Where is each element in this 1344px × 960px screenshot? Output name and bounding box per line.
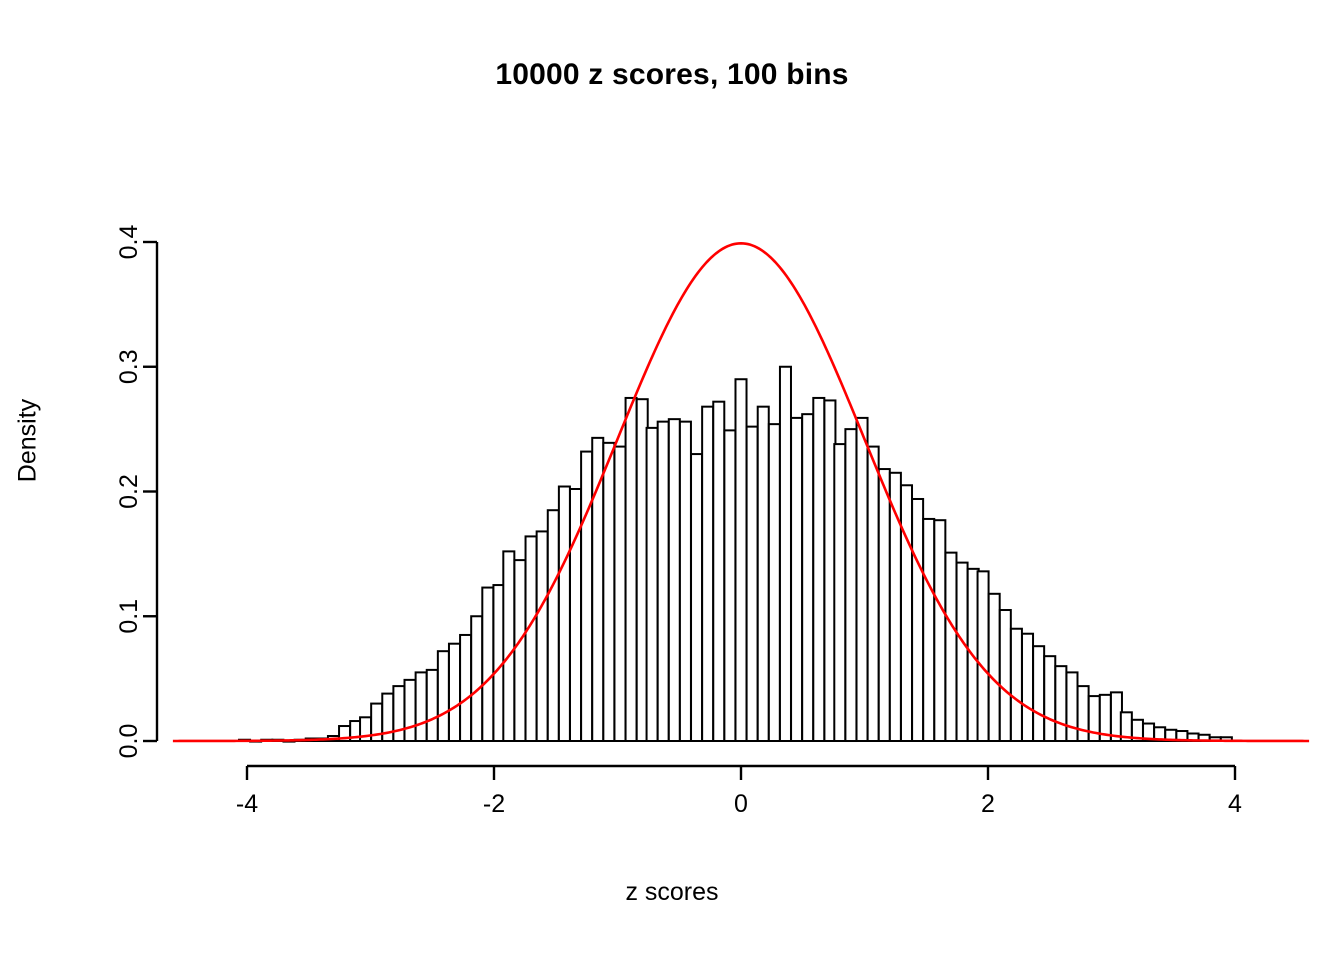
histogram-bar xyxy=(801,413,815,742)
histogram-bar xyxy=(933,519,947,742)
histogram-bar xyxy=(911,497,925,742)
histogram-bar xyxy=(944,551,958,742)
x-axis: -4 -2 0 2 4 xyxy=(236,764,1242,818)
histogram-bar xyxy=(987,592,1001,742)
histogram-bar xyxy=(712,400,726,742)
histogram-bar xyxy=(678,420,692,742)
normal-density-curve xyxy=(172,242,1310,743)
x-axis-tick-label: 4 xyxy=(1228,790,1242,818)
histogram-bar xyxy=(602,441,616,742)
histogram-bar xyxy=(502,550,516,742)
histogram-bar xyxy=(833,443,847,742)
histogram-bar xyxy=(436,650,450,742)
histogram-bar xyxy=(392,685,406,742)
histogram-bar xyxy=(790,416,804,742)
histogram-bar xyxy=(734,378,748,742)
histogram-bar xyxy=(1054,665,1068,743)
histogram-bar xyxy=(812,396,826,742)
histogram-bar xyxy=(645,426,659,742)
histogram-bar xyxy=(1021,632,1035,742)
page-title: 10000 z scores, 100 bins xyxy=(495,58,849,91)
histogram-bar xyxy=(524,535,538,742)
x-axis-tick-label: -2 xyxy=(483,790,505,818)
x-axis-label: z scores xyxy=(625,878,719,906)
histogram-bar xyxy=(855,416,869,742)
histogram-bar xyxy=(701,405,715,742)
histogram-bar xyxy=(976,570,990,743)
histogram-bar xyxy=(767,423,781,742)
histogram-bar xyxy=(613,445,627,742)
x-axis-tick-label: -4 xyxy=(236,790,258,818)
histogram-bar xyxy=(403,678,417,742)
histogram-bar xyxy=(778,365,792,742)
histogram-bar xyxy=(756,405,770,742)
histogram-bar xyxy=(1065,671,1079,743)
histogram-bar xyxy=(580,450,594,742)
y-axis-tick-label: 0.0 xyxy=(115,724,143,759)
histogram-bar xyxy=(998,609,1012,743)
histogram-bar xyxy=(425,668,439,743)
x-axis-tick-label: 2 xyxy=(981,790,995,818)
histogram-bar xyxy=(723,429,737,742)
y-axis-tick-label: 0.3 xyxy=(115,349,143,384)
histogram-bar xyxy=(1009,627,1023,742)
histogram-bar xyxy=(922,517,936,742)
histogram-bar xyxy=(1043,655,1057,742)
histogram-bar xyxy=(535,530,549,742)
histogram-bar xyxy=(866,445,880,742)
histogram-bar xyxy=(414,671,428,743)
histogram-bar xyxy=(591,436,605,742)
histogram-bar xyxy=(955,561,969,742)
histogram-bar xyxy=(690,453,704,742)
y-axis: 0.0 0.1 0.2 0.3 0.4 xyxy=(115,225,159,759)
histogram-bar xyxy=(546,509,560,742)
histogram-bar xyxy=(1076,685,1090,742)
histogram-bar xyxy=(844,428,858,743)
histogram-bar xyxy=(459,633,473,743)
y-axis-tick-label: 0.1 xyxy=(115,599,143,634)
histogram-bars xyxy=(238,365,1233,743)
histogram-bar xyxy=(470,615,484,742)
histogram-bar xyxy=(667,418,681,742)
histogram-bar xyxy=(624,396,638,742)
histogram-bar xyxy=(1032,645,1046,742)
x-axis-tick-label: 0 xyxy=(734,790,748,818)
histogram-bar xyxy=(899,484,914,743)
histogram-bar xyxy=(656,420,670,742)
histogram-bar xyxy=(557,485,571,743)
histogram-bar xyxy=(877,468,891,742)
histogram-bar xyxy=(513,559,527,742)
histogram-bar xyxy=(745,425,759,742)
y-axis-tick-label: 0.4 xyxy=(115,225,143,260)
histogram-bar xyxy=(447,642,462,743)
histogram-bar xyxy=(481,586,495,742)
y-axis-tick-label: 0.2 xyxy=(115,474,143,509)
